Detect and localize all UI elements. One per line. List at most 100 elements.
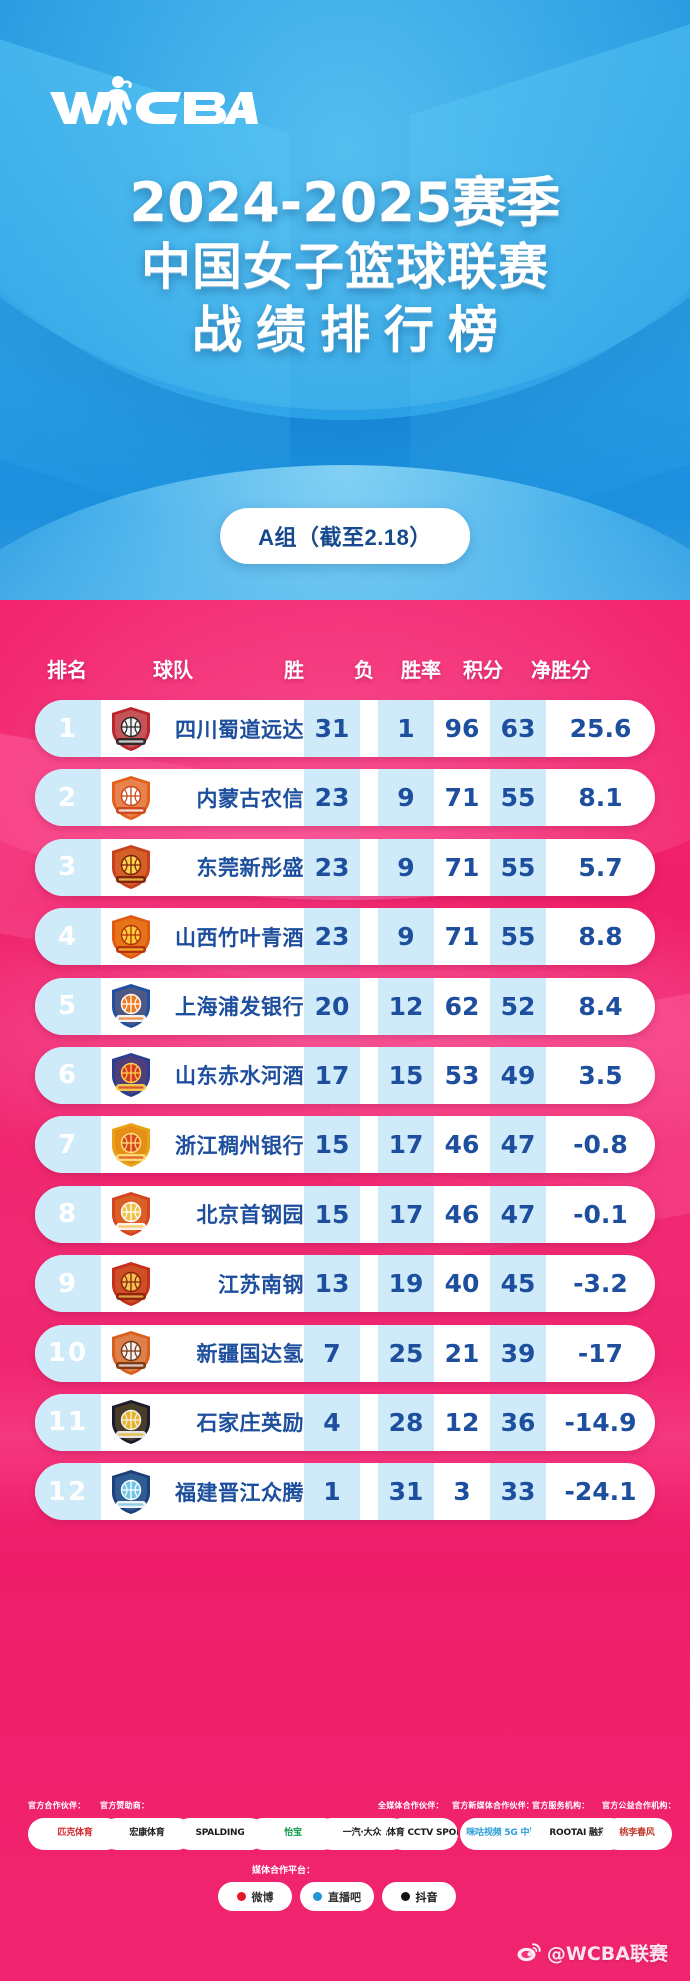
points-cell-background [490,1324,546,1382]
rank-value: 11 [47,1407,89,1438]
table-row[interactable]: 3 东莞新彤盛 23 9 71 55 5.7 [35,838,655,896]
sponsor-name: 桃李春风 [619,1828,655,1839]
rank-value: 4 [57,921,79,952]
wins-value: 15 [314,1130,350,1160]
wins-value: 17 [314,1060,350,1090]
media-platform-直播吧: 直播吧 [300,1882,374,1911]
table-row[interactable]: 12 福建晋江众腾 1 31 3 33 -24.1 [35,1463,655,1521]
team-name: 四川蜀道远达 [175,717,304,742]
sponsor-name: 咪咕视频 5G 中国移动 [466,1828,556,1839]
title-line-2: 中国女子篮球联赛 [141,238,549,296]
column-header-team: 球队 [153,658,193,682]
wins-cell-background [304,1255,360,1313]
points-value: 36 [500,1407,536,1437]
losses-value: 9 [397,922,415,952]
points-value: 47 [500,1130,536,1160]
points-value: 33 [500,1477,536,1507]
points-cell-background [490,908,546,966]
losses-value: 17 [388,1199,424,1229]
media-platform-icon [400,1892,410,1901]
wcba-logo [48,62,258,132]
sponsor-logo-5-0: 桃李春风 [602,1818,672,1850]
zhejiang-chouzhou-crest [105,1119,157,1170]
sponsor-group-label: 全媒体合作伙伴： [378,1801,444,1810]
points-value: 63 [500,714,536,743]
table-row[interactable]: 5 上海浦发银行 20 12 62 52 8.4 [35,977,655,1035]
rank-value: 3 [57,852,79,883]
losses-value: 31 [388,1477,424,1507]
points-value: 52 [500,991,536,1021]
table-row[interactable]: 2 内蒙古农信 23 9 71 55 8.1 [35,769,655,827]
wins-cell-background [304,908,360,966]
media-platform-icon [313,1892,322,1901]
team-name: 上海浦发银行 [175,995,304,1020]
sponsor-group-label: 官方合作伙伴： [28,1801,86,1810]
table-row[interactable]: 8 北京首钢园 15 17 46 47 -0.1 [35,1185,655,1243]
rank-cell-background [35,1393,101,1451]
losses-cell-background [378,838,434,896]
win-pct-value: 40 [444,1269,480,1299]
beijing-shougang-crest [105,1189,157,1240]
win-pct-value: 62 [444,991,480,1021]
rank-value: 8 [57,1199,79,1230]
rank-cell-background [35,1463,101,1521]
media-platform-抖音: 抖音 [382,1882,456,1911]
table-row[interactable]: 4 山西竹叶青酒 23 9 71 55 8.8 [35,908,655,966]
media-partners-label: 媒体合作平台： [252,1866,316,1876]
weibo-watermark: @WCBA联赛 [517,1939,668,1966]
table-row[interactable]: 10 新疆国达氢 7 25 21 39 -17 [35,1324,655,1382]
sponsor-name: 怡宝 [284,1828,302,1839]
sponsor-logo-2-1: 央视体育 CCTV SPORTS [386,1818,458,1850]
wins-value: 15 [314,1199,350,1229]
table-row[interactable]: 6 山东赤水河酒 17 15 53 49 3.5 [35,1046,655,1104]
sponsor-group-label: 官方赞助商： [100,1801,150,1810]
sponsor-group-label: 官方公益合作机构： [602,1801,676,1810]
net-value: 8.8 [578,922,623,952]
shanxi-zhuyeqing-crest [105,911,157,962]
wins-value: 20 [314,991,350,1021]
net-value: 3.5 [578,1060,623,1090]
wins-value: 4 [323,1407,341,1437]
win-pct-value: 12 [444,1407,480,1437]
rank-value: 1 [57,713,79,744]
losses-cell-background [378,1393,434,1451]
losses-value: 19 [388,1269,424,1299]
net-value: 25.6 [569,714,632,743]
win-pct-value: 46 [444,1130,480,1160]
column-header-wins: 胜 [284,658,304,682]
win-pct-value: 71 [444,922,480,952]
media-platform-name: 微博 [251,1890,274,1904]
team-name: 东莞新彤盛 [196,856,304,881]
table-row[interactable]: 7 浙江稠州银行 15 17 46 47 -0.8 [35,1116,655,1174]
rank-cell-background [35,1116,101,1174]
shijiazhuang-yingli-crest [105,1397,157,1448]
rank-cell-background [35,1185,101,1243]
sponsor-group-label: 官方服务机构： [532,1801,590,1810]
table-row[interactable]: 11 石家庄英励 4 28 12 36 -14.9 [35,1393,655,1451]
sponsor-name: 匹克体育 [57,1828,93,1839]
table-row[interactable]: 9 江苏南钢 13 19 40 45 -3.2 [35,1255,655,1313]
wins-cell-background [304,700,360,757]
points-value: 55 [500,922,536,952]
losses-cell-background [378,769,434,827]
wins-value: 13 [314,1269,350,1299]
table-row[interactable]: 1 四川蜀道远达 31 1 96 63 25.6 [35,700,655,757]
losses-value: 9 [397,783,415,813]
sponsor-name: SPALDING [195,1828,245,1839]
points-value: 55 [500,783,536,813]
watermark-text: @WCBA联赛 [546,1943,668,1965]
net-value: 8.1 [578,783,623,813]
rank-cell-background [35,1324,101,1382]
rank-value: 10 [47,1338,89,1369]
wins-cell-background [304,1324,360,1382]
rank-cell-background [35,977,101,1035]
losses-value: 12 [388,991,424,1021]
rank-cell-background [35,908,101,966]
losses-cell-background [378,977,434,1035]
net-value: -3.2 [573,1269,628,1299]
losses-value: 1 [397,714,415,743]
wins-cell-background [304,1116,360,1174]
media-platform-name: 抖音 [415,1890,438,1904]
team-name: 浙江稠州银行 [175,1133,304,1158]
media-platform-name: 直播吧 [328,1890,361,1904]
